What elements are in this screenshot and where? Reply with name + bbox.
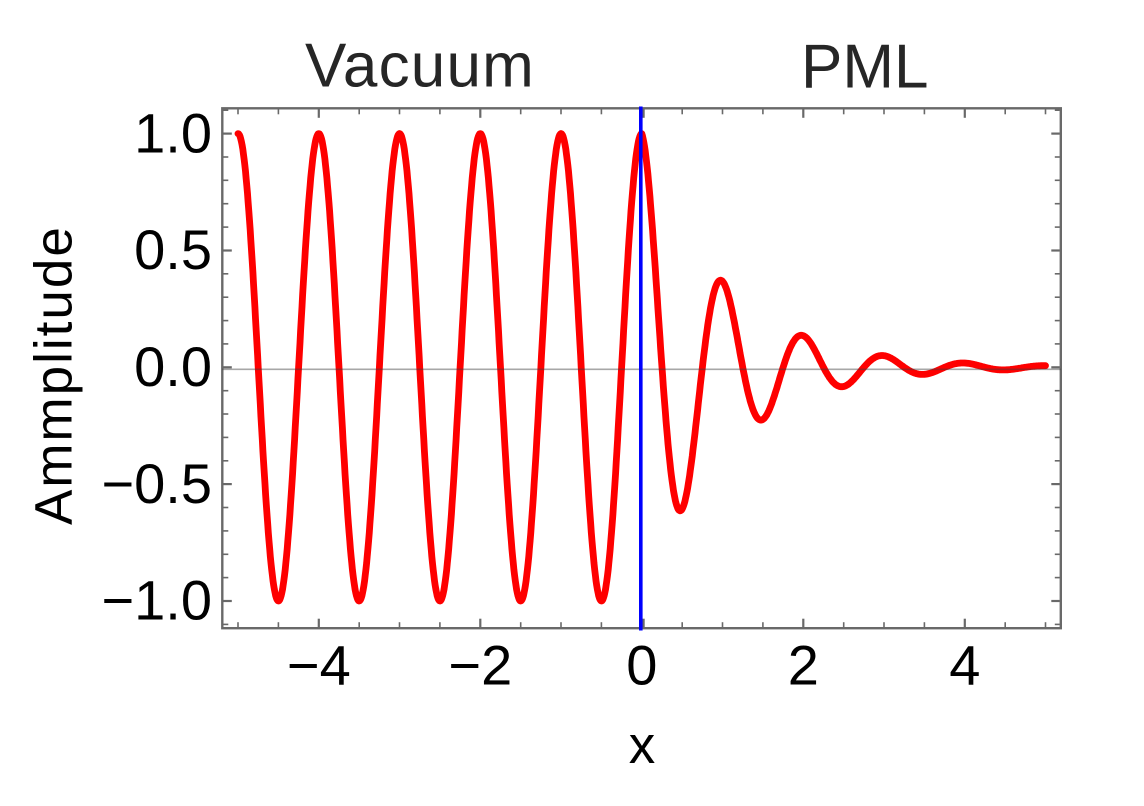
svg-text:Vacuum: Vacuum (305, 32, 535, 101)
svg-text:0.5: 0.5 (134, 218, 212, 281)
svg-text:x: x (629, 716, 656, 775)
svg-text:0: 0 (626, 634, 657, 697)
svg-text:Ammplitude: Ammplitude (25, 225, 84, 525)
svg-text:0.0: 0.0 (134, 335, 212, 398)
svg-text:−4: −4 (287, 634, 351, 697)
svg-text:4: 4 (949, 634, 980, 697)
svg-text:PML: PML (801, 33, 928, 102)
svg-text:2: 2 (788, 634, 819, 697)
svg-text:−0.5: −0.5 (101, 452, 212, 515)
svg-text:1.0: 1.0 (134, 101, 212, 164)
svg-text:−2: −2 (448, 634, 512, 697)
svg-text:−1.0: −1.0 (101, 569, 212, 632)
